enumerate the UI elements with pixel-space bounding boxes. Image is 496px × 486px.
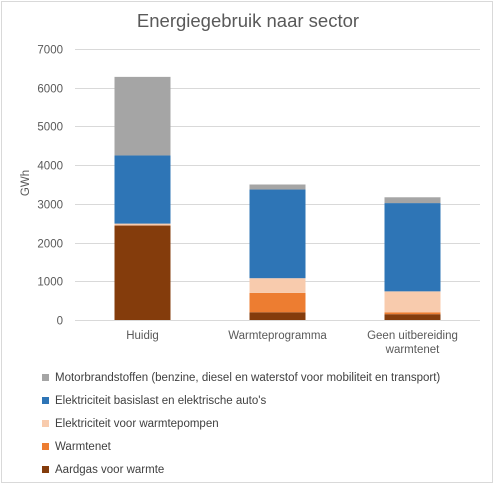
y-tick-label: 2000 bbox=[37, 239, 63, 251]
legend-swatch bbox=[42, 420, 49, 427]
y-axis-label: GWh bbox=[20, 170, 32, 196]
legend-label: Motorbrandstoffen (benzine, diesel en wa… bbox=[55, 371, 441, 384]
bar-segment bbox=[249, 278, 306, 293]
bar-segment bbox=[114, 223, 171, 226]
legend-label: Elektriciteit voor warmtepompen bbox=[55, 417, 219, 430]
y-tick-label: 4000 bbox=[37, 161, 63, 173]
legend-item: Warmtenet bbox=[42, 435, 440, 458]
bar-segment bbox=[384, 203, 441, 292]
y-tick-label: 6000 bbox=[37, 84, 63, 96]
bar-segment bbox=[114, 155, 171, 224]
y-tick-labels: 0 1000 2000 3000 4000 5000 6000 7000 bbox=[37, 45, 63, 328]
bars bbox=[114, 76, 441, 320]
chart-title: Energiegebruik naar sector bbox=[136, 10, 360, 31]
x-tick-label: warmtenet bbox=[385, 344, 440, 356]
bar-segment bbox=[249, 184, 306, 190]
y-tick-label: 7000 bbox=[37, 45, 63, 57]
x-tick-labels: Huidig Warmteprogramma Geen uitbereiding wa… bbox=[126, 330, 458, 356]
legend-swatch bbox=[42, 397, 49, 404]
legend-label: Aardgas voor warmte bbox=[55, 463, 165, 476]
bar-segment bbox=[114, 225, 171, 320]
legend: Motorbrandstoffen (benzine, diesel en wa… bbox=[42, 366, 440, 481]
y-tick-label: 0 bbox=[57, 316, 63, 328]
legend-label: Elektriciteit basislast en elektrische a… bbox=[55, 394, 267, 407]
bar-segment bbox=[114, 76, 171, 156]
legend-item: Aardgas voor warmte bbox=[42, 458, 440, 481]
x-tick-label: Huidig bbox=[126, 330, 159, 342]
legend-label: Warmtenet bbox=[55, 440, 111, 453]
y-tick-label: 3000 bbox=[37, 200, 63, 212]
x-tick-label: Geen uitbereiding bbox=[367, 330, 458, 342]
x-tick-label: Warmteprogramma bbox=[228, 330, 327, 342]
legend-swatch bbox=[42, 466, 49, 473]
legend-item: Motorbrandstoffen (benzine, diesel en wa… bbox=[42, 366, 440, 389]
y-tick-label: 1000 bbox=[37, 277, 63, 289]
bar-segment bbox=[384, 291, 441, 313]
legend-item: Elektriciteit voor warmtepompen bbox=[42, 412, 440, 435]
legend-swatch bbox=[42, 374, 49, 381]
bar-segment bbox=[249, 189, 306, 279]
bar-segment bbox=[384, 197, 441, 204]
bar-segment bbox=[384, 312, 441, 315]
y-tick-label: 5000 bbox=[37, 122, 63, 134]
bar-segment bbox=[384, 314, 441, 320]
bar-segment bbox=[249, 312, 306, 320]
legend-item: Elektriciteit basislast en elektrische a… bbox=[42, 389, 440, 412]
bar-segment bbox=[249, 292, 306, 313]
legend-swatch bbox=[42, 443, 49, 450]
